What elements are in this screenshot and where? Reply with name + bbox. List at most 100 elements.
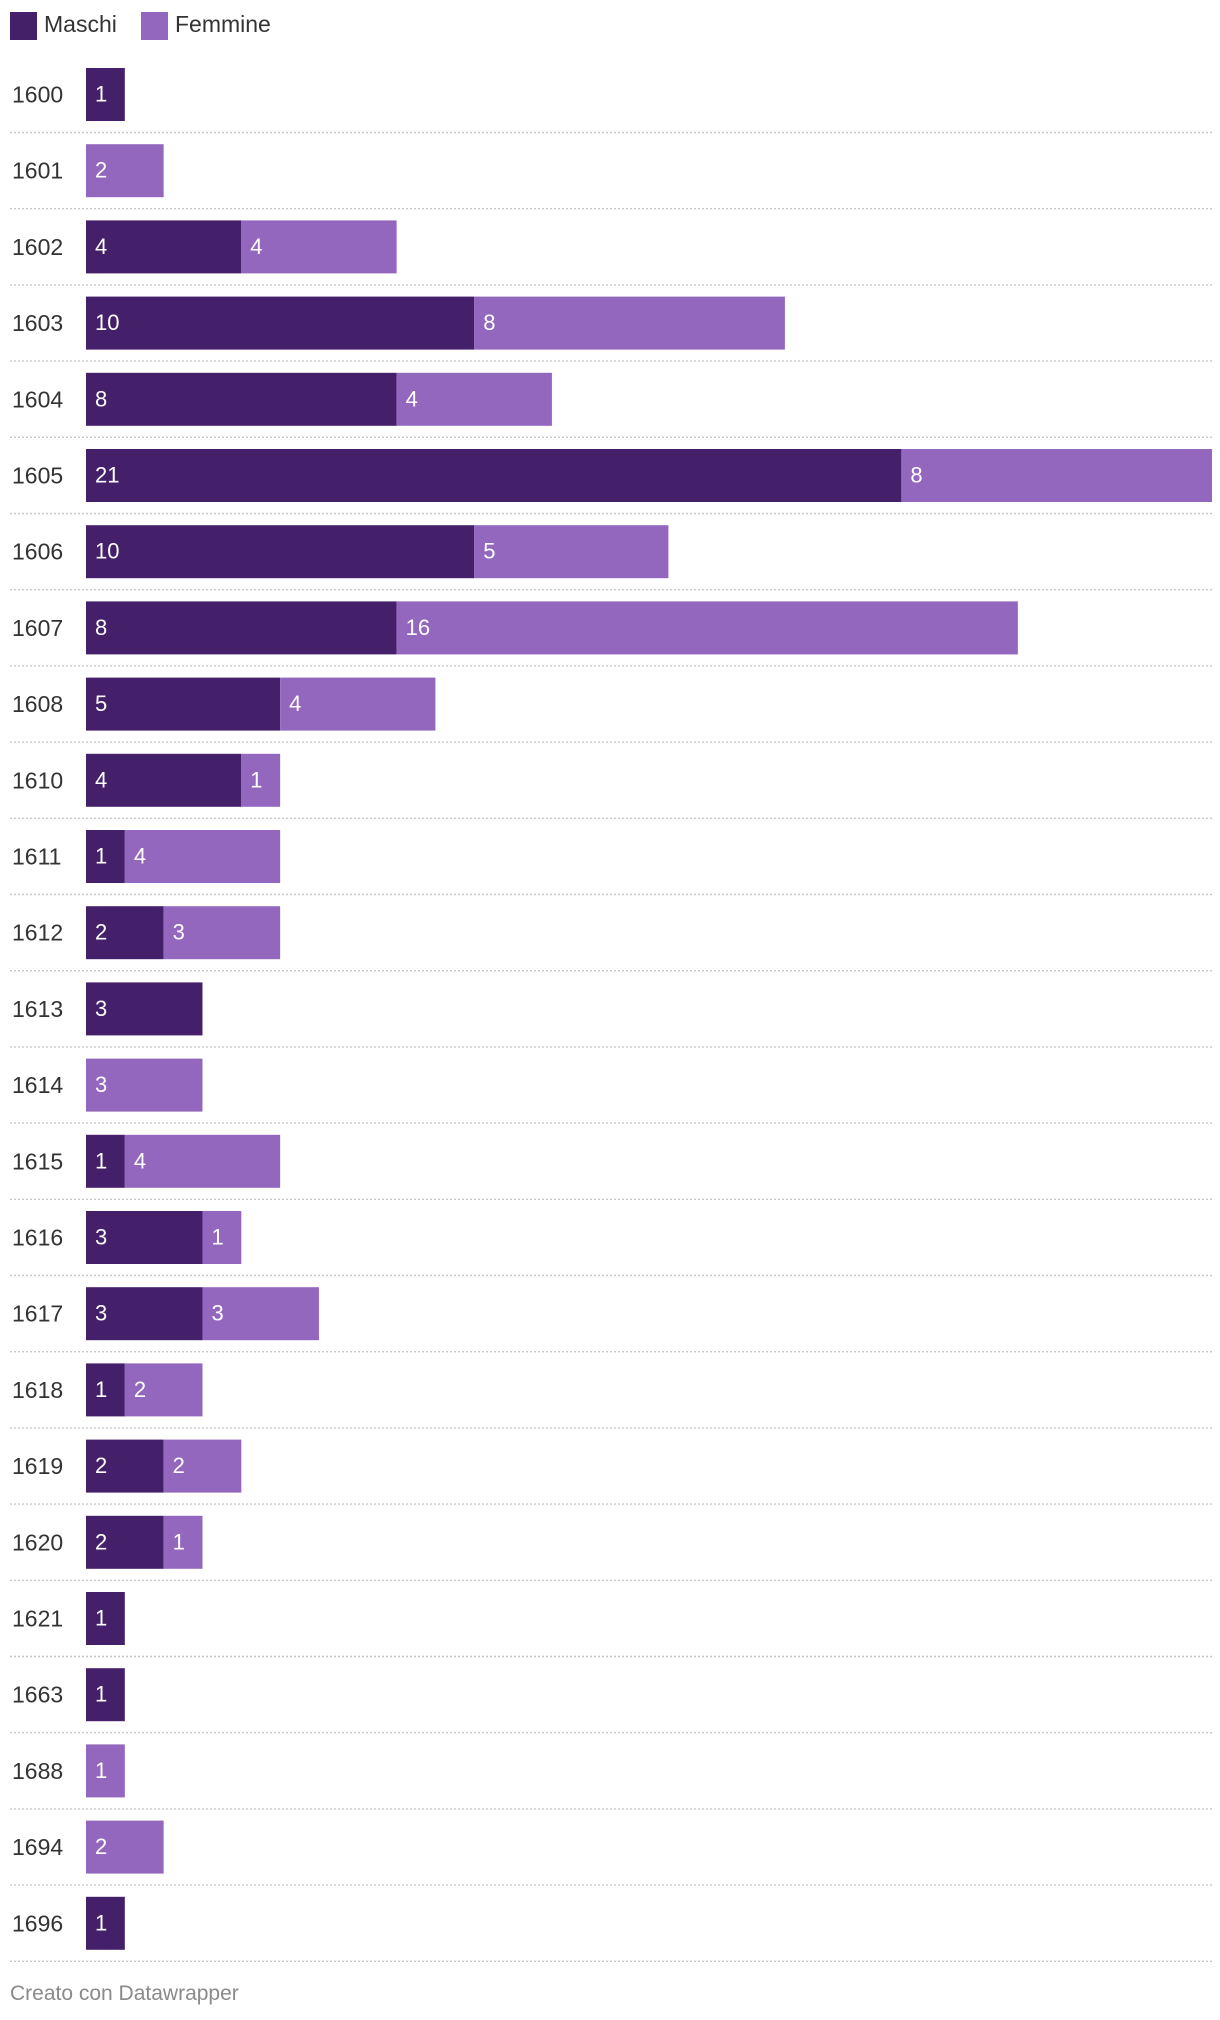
bar-femmine — [124, 1134, 281, 1188]
bar-maschi — [86, 449, 902, 502]
bar-femmine — [474, 296, 785, 350]
bar-maschi — [86, 1668, 125, 1722]
data-label: 1 — [95, 1148, 107, 1173]
data-label: 4 — [95, 234, 107, 259]
data-label: 3 — [95, 996, 107, 1021]
legend-swatch-maschi — [10, 12, 37, 40]
category-label: 1621 — [12, 1606, 63, 1632]
legend-label-maschi: Maschi — [44, 11, 117, 37]
data-label: 1 — [95, 1758, 107, 1783]
bar-femmine — [396, 372, 552, 426]
category-label: 1600 — [12, 82, 63, 108]
bar-maschi — [86, 982, 203, 1036]
bar-maschi — [86, 601, 397, 655]
bar-femmine — [163, 906, 281, 960]
bar-maschi — [86, 830, 125, 883]
category-label: 1607 — [12, 615, 63, 641]
bar-femmine — [280, 677, 436, 731]
data-label: 3 — [95, 1072, 107, 1097]
data-label: 4 — [95, 767, 107, 792]
bar-femmine — [86, 1820, 164, 1874]
bar-maschi — [86, 753, 242, 807]
data-label: 4 — [134, 1148, 146, 1173]
data-label: 5 — [483, 539, 495, 564]
data-label: 3 — [95, 1225, 107, 1250]
category-label: 1696 — [12, 1910, 63, 1936]
bar-maschi — [86, 1439, 164, 1493]
data-label: 2 — [95, 920, 107, 945]
data-label: 1 — [95, 1682, 107, 1707]
data-label: 1 — [250, 767, 262, 792]
data-label: 2 — [95, 1834, 107, 1859]
data-label: 4 — [134, 844, 146, 869]
credit-text: Creato con Datawrapper — [10, 1982, 239, 2005]
data-label: 2 — [173, 1453, 185, 1478]
bar-maschi — [86, 1896, 125, 1950]
data-label: 1 — [95, 1377, 107, 1402]
bar-maschi — [86, 1515, 164, 1569]
bar-femmine — [163, 1439, 242, 1493]
category-label: 1615 — [12, 1148, 63, 1174]
data-label: 3 — [211, 1301, 223, 1326]
data-label: 1 — [95, 844, 107, 869]
data-label: 1 — [173, 1529, 185, 1554]
data-label: 2 — [134, 1377, 146, 1402]
category-label: 1613 — [12, 996, 63, 1022]
category-label: 1619 — [12, 1453, 63, 1479]
bar-maschi — [86, 906, 164, 960]
category-label: 1602 — [12, 234, 63, 260]
bar-femmine — [124, 830, 281, 883]
bar-femmine — [202, 1287, 319, 1341]
data-label: 8 — [910, 463, 922, 488]
category-label: 1605 — [12, 463, 63, 489]
bar-maschi — [86, 525, 475, 579]
bar-femmine — [124, 1363, 203, 1417]
data-label: 3 — [173, 920, 185, 945]
category-label: 1614 — [12, 1072, 63, 1098]
bar-maschi — [86, 1134, 125, 1188]
bar-femmine — [86, 1744, 125, 1798]
bar-femmine — [241, 220, 397, 274]
data-label: 10 — [95, 539, 119, 564]
bar-maschi — [86, 1211, 203, 1264]
data-label: 8 — [95, 386, 107, 411]
data-label: 5 — [95, 691, 107, 716]
data-label: 8 — [95, 615, 107, 640]
data-label: 1 — [95, 1910, 107, 1935]
category-label: 1694 — [12, 1834, 63, 1860]
legend-label-femmine: Femmine — [175, 11, 271, 37]
data-label: 1 — [95, 1606, 107, 1631]
data-label: 4 — [406, 386, 418, 411]
category-label: 1604 — [12, 386, 63, 412]
legend-swatch-femmine — [141, 12, 168, 40]
category-label: 1620 — [12, 1529, 63, 1555]
bar-maschi — [86, 1287, 203, 1341]
data-label: 2 — [95, 1453, 107, 1478]
data-label: 8 — [483, 310, 495, 335]
category-label: 1616 — [12, 1225, 63, 1251]
category-label: 1618 — [12, 1377, 63, 1403]
data-label: 2 — [95, 158, 107, 183]
bar-maschi — [86, 68, 125, 121]
data-label: 4 — [289, 691, 301, 716]
data-label: 10 — [95, 310, 119, 335]
bar-femmine — [202, 1211, 242, 1264]
category-label: 1612 — [12, 920, 63, 946]
data-label: 4 — [250, 234, 262, 259]
data-label: 21 — [95, 463, 119, 488]
category-label: 1601 — [12, 158, 63, 184]
data-label: 1 — [95, 82, 107, 107]
category-label: 1603 — [12, 310, 63, 336]
bar-maschi — [86, 1592, 125, 1645]
bar-maschi — [86, 677, 281, 731]
category-label: 1663 — [12, 1682, 63, 1708]
bar-femmine — [474, 525, 669, 579]
category-label: 1610 — [12, 767, 63, 793]
bar-maschi — [86, 296, 475, 350]
bar-femmine — [901, 449, 1212, 502]
bar-femmine — [396, 601, 1018, 655]
bar-femmine — [86, 144, 164, 198]
bar-maschi — [86, 372, 397, 426]
category-label: 1688 — [12, 1758, 63, 1784]
